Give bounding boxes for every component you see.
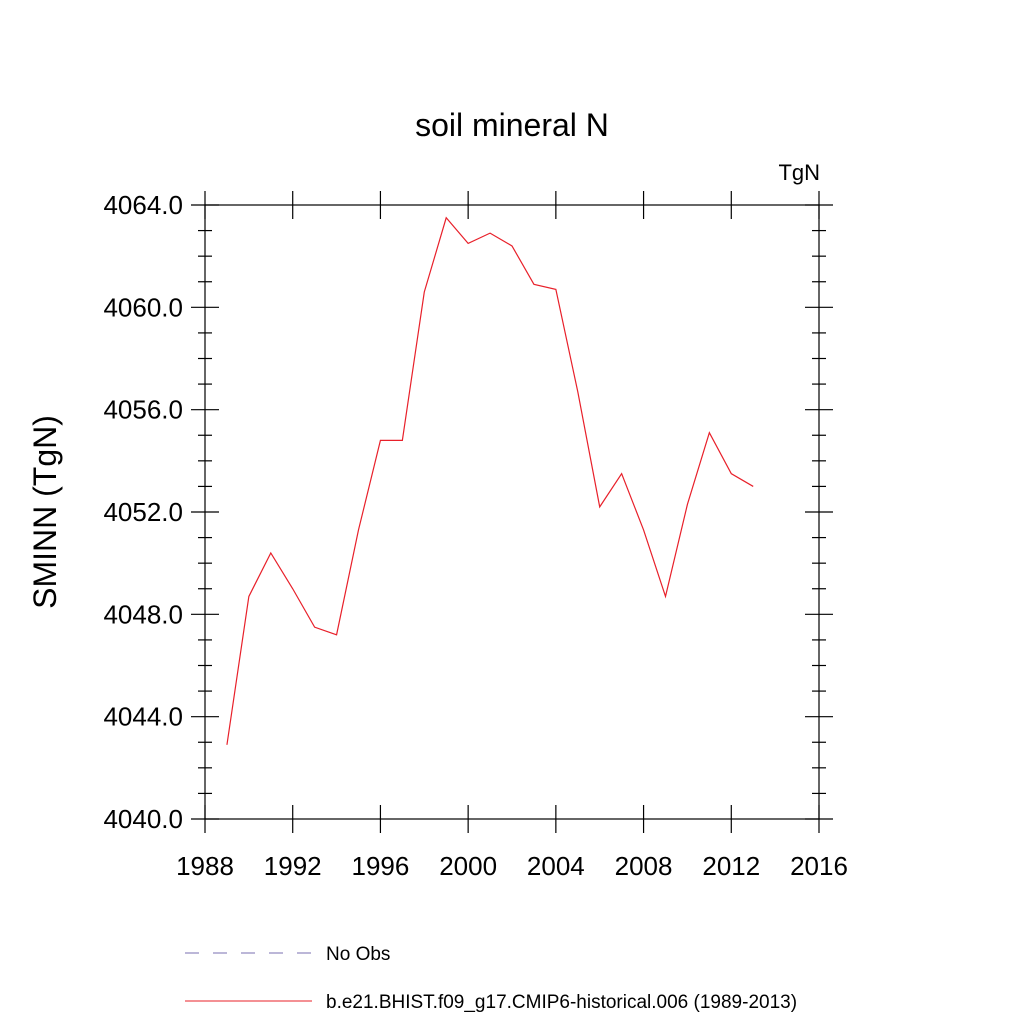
- series-line-1: [226, 216, 754, 745]
- y-axis-label: SMINN (TgN): [27, 415, 63, 609]
- x-tick-label: 2016: [790, 851, 848, 881]
- plot-frame: [204, 204, 820, 820]
- legend-label-model: b.e21.BHIST.f09_g17.CMIP6-historical.006…: [326, 992, 797, 1013]
- y-tick-label: 4052.0: [103, 497, 183, 527]
- x-tick-label: 1996: [352, 851, 410, 881]
- x-tick-label: 1992: [264, 851, 322, 881]
- x-tick-label: 1988: [176, 851, 234, 881]
- y-tick-label: 4060.0: [103, 292, 183, 322]
- x-tick-label: 2008: [615, 851, 673, 881]
- axis-ticks: [191, 191, 833, 833]
- x-tick-labels: 1988 1992 1996 2000 2004 2008 2012 2016: [176, 851, 848, 881]
- y-tick-label: 4064.0: [103, 190, 183, 220]
- y-tick-label: 4056.0: [103, 395, 183, 425]
- x-tick-label: 2012: [702, 851, 760, 881]
- legend-label-no-obs: No Obs: [326, 944, 390, 965]
- x-tick-label: 2004: [527, 851, 585, 881]
- y-tick-labels: 4040.0 4044.0 4048.0 4052.0 4056.0 4060.0 4064…: [103, 190, 183, 834]
- y-tick-label: 4040.0: [103, 804, 183, 834]
- legend: No Obs b.e21.BHIST.f09_g17.CMIP6-histori…: [185, 944, 797, 1013]
- series-lines: [226, 216, 754, 745]
- y-tick-label: 4048.0: [103, 599, 183, 629]
- y-tick-label: 4044.0: [103, 702, 183, 732]
- x-tick-label: 2000: [439, 851, 497, 881]
- chart-title: soil mineral N: [415, 107, 609, 143]
- units-label: TgN: [778, 160, 820, 185]
